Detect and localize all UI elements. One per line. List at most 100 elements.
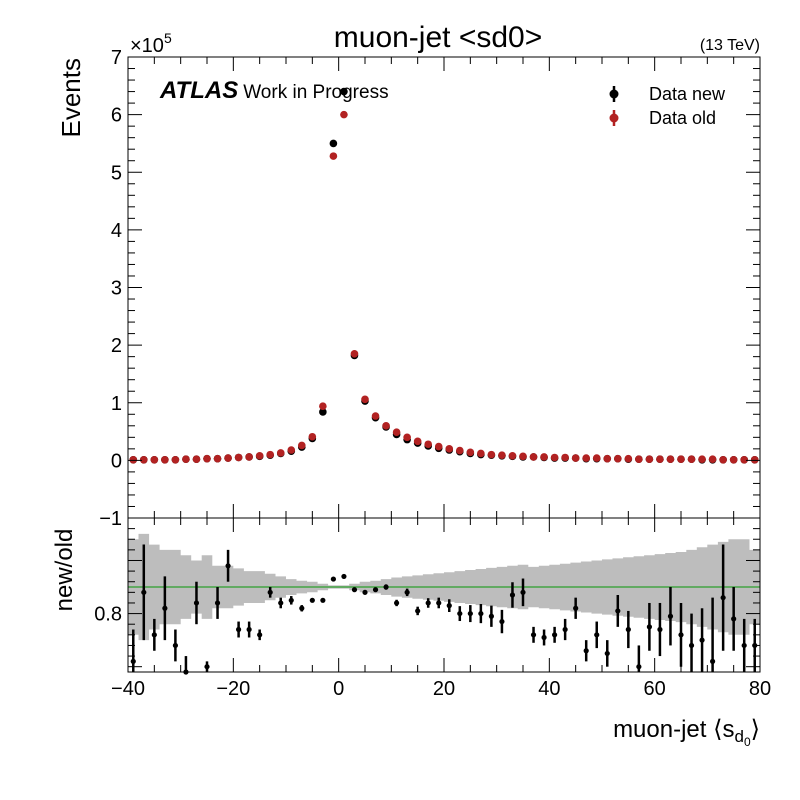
data-old-point	[708, 455, 717, 464]
ratio-point	[667, 613, 674, 619]
data-old-point	[329, 152, 338, 160]
data-old-point	[150, 455, 159, 464]
ratio-point	[710, 658, 716, 664]
ratio-point	[646, 624, 653, 630]
ratio-point	[362, 589, 368, 595]
data-old-point	[298, 441, 306, 450]
ratio-point	[604, 650, 610, 657]
atlas-note: Work in Progress	[243, 82, 388, 103]
data-old-point	[276, 449, 285, 457]
x-axis-label-subsub: 0	[744, 735, 751, 749]
data-old-point	[287, 446, 296, 454]
data-old-point	[614, 454, 622, 463]
data-old-point	[192, 455, 201, 464]
ratio-plot	[128, 533, 760, 675]
data-old-point	[413, 437, 422, 446]
ratio-point	[172, 642, 178, 649]
data-old-point	[571, 454, 580, 462]
data-old-point	[740, 455, 748, 464]
data-old-point	[603, 454, 612, 463]
ratio-point	[657, 626, 663, 633]
data-old-point	[498, 451, 506, 459]
data-old-point	[392, 428, 401, 436]
data-new-point	[319, 408, 327, 416]
data-old-point	[424, 440, 433, 449]
y-tick-label: −1	[99, 508, 122, 530]
data-old-point	[434, 442, 443, 451]
ratio-point	[488, 613, 494, 619]
ratio-point	[562, 626, 568, 633]
ratio-point	[309, 597, 315, 603]
data-old-point	[519, 452, 527, 461]
ratio-point	[583, 648, 589, 654]
y-tick-label: 7	[111, 47, 122, 69]
data-old-point	[382, 422, 390, 430]
data-old-point	[308, 432, 317, 441]
y-multiplier-base: ×10	[130, 35, 164, 57]
data-old-point	[750, 455, 759, 464]
data-old-point	[213, 454, 222, 463]
data-old-point	[540, 453, 548, 461]
y-tick-label: 2	[111, 335, 122, 357]
data-old-point	[266, 450, 275, 459]
ratio-point	[162, 605, 168, 611]
data-old-point	[255, 451, 264, 460]
ratio-point	[425, 600, 431, 606]
x-tick-label: 60	[644, 678, 666, 700]
y-tick-label: 3	[111, 278, 122, 300]
legend-label-new: Data new	[649, 84, 726, 104]
x-tick-label: −40	[111, 678, 145, 700]
data-new-point	[340, 87, 348, 96]
ratio-point	[341, 573, 347, 580]
x-tick-label: −20	[216, 678, 250, 700]
data-old-point	[245, 453, 253, 461]
chart-title: muon-jet <sd0>	[334, 21, 542, 54]
ratio-point	[594, 632, 600, 638]
data-old-point	[719, 455, 727, 464]
data-old-point	[445, 445, 454, 453]
energy-label: (13 TeV)	[700, 37, 760, 54]
data-old-point	[371, 412, 380, 420]
data-old-point	[161, 455, 169, 464]
ratio-point	[320, 597, 326, 603]
y-multiplier-exponent: 5	[164, 30, 172, 46]
ratio-point	[288, 597, 294, 603]
ratio-point	[436, 600, 442, 606]
data-old-point	[698, 455, 706, 464]
y-tick-label: 1	[111, 393, 122, 415]
data-old-point	[582, 454, 590, 462]
ratio-point	[467, 610, 473, 617]
ratio-point	[151, 632, 157, 638]
ratio-point	[457, 610, 463, 617]
ratio-point	[278, 600, 284, 606]
data-old-point	[182, 455, 190, 464]
data-old-point	[456, 446, 464, 455]
ratio-point	[615, 608, 621, 614]
data-old-point	[361, 395, 369, 404]
data-old-point	[508, 451, 517, 460]
ratio-point	[214, 600, 221, 606]
ratio-point	[499, 618, 505, 625]
ratio-point	[257, 632, 263, 638]
data-old-point	[203, 454, 211, 463]
legend-entry-new: Data new	[609, 84, 726, 104]
x-axis-label-sub: d	[734, 727, 743, 746]
y-axis-label: Events	[56, 58, 86, 138]
ratio-point	[530, 632, 537, 638]
x-tick-label: 0	[333, 678, 344, 700]
x-axis-label-main: muon-jet ⟨s	[613, 716, 734, 743]
legend-marker-new	[609, 89, 619, 99]
ratio-point	[225, 563, 231, 569]
ratio-point	[351, 587, 358, 593]
data-old-point	[403, 433, 411, 442]
ratio-point	[699, 637, 705, 643]
main-plot	[129, 87, 759, 464]
ratio-point	[573, 605, 579, 611]
ratio-point	[446, 603, 452, 609]
ratio-point	[520, 589, 526, 595]
legend-label-old: Data old	[649, 108, 716, 128]
data-old-point	[645, 455, 654, 464]
data-old-point	[561, 453, 569, 462]
y-tick-label: 6	[111, 105, 122, 127]
